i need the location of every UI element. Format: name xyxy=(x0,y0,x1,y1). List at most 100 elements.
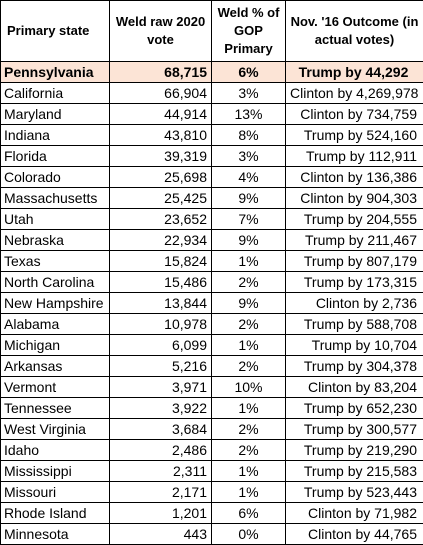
state-cell: Mississippi xyxy=(1,461,110,482)
state-cell: Texas xyxy=(1,251,110,272)
weld-percent-cell: 9% xyxy=(212,230,286,251)
state-cell: New Hampshire xyxy=(1,293,110,314)
weld-percent-cell: 3% xyxy=(212,83,286,104)
weld-percent-cell: 1% xyxy=(212,251,286,272)
outcome-cell: Trump by 304,378 xyxy=(286,356,423,377)
outcome-cell: Clinton by 136,386 xyxy=(286,167,423,188)
header-nov-16-outcome: Nov. '16 Outcome (in actual votes) xyxy=(286,1,423,62)
weld-raw-vote-cell: 1,201 xyxy=(110,503,212,524)
state-cell: Vermont xyxy=(1,377,110,398)
weld-raw-vote-cell: 15,824 xyxy=(110,251,212,272)
outcome-cell: Trump by 300,577 xyxy=(286,419,423,440)
state-cell: Arkansas xyxy=(1,356,110,377)
outcome-cell: Trump by 10,704 xyxy=(286,335,423,356)
state-cell: Idaho xyxy=(1,440,110,461)
weld-raw-vote-cell: 43,810 xyxy=(110,125,212,146)
state-cell: Missouri xyxy=(1,482,110,503)
outcome-cell: Trump by 173,315 xyxy=(286,272,423,293)
weld-percent-cell: 3% xyxy=(212,146,286,167)
outcome-cell: Trump by 652,230 xyxy=(286,398,423,419)
weld-raw-vote-cell: 3,971 xyxy=(110,377,212,398)
weld-percent-cell: 4% xyxy=(212,167,286,188)
weld-raw-vote-cell: 13,844 xyxy=(110,293,212,314)
weld-raw-vote-cell: 2,171 xyxy=(110,482,212,503)
weld-percent-cell: 1% xyxy=(212,398,286,419)
state-cell: West Virginia xyxy=(1,419,110,440)
header-weld-percent: Weld % of GOP Primary xyxy=(212,1,286,62)
weld-raw-vote-cell: 2,486 xyxy=(110,440,212,461)
weld-raw-vote-cell: 3,684 xyxy=(110,419,212,440)
weld-percent-cell: 1% xyxy=(212,461,286,482)
table-header: Primary state Weld raw 2020 vote Weld % … xyxy=(1,1,423,62)
outcome-cell: Trump by 807,179 xyxy=(286,251,423,272)
weld-percent-cell: 13% xyxy=(212,104,286,125)
weld-percent-cell: 9% xyxy=(212,188,286,209)
weld-percent-cell: 1% xyxy=(212,335,286,356)
state-cell: Minnesota xyxy=(1,524,110,545)
outcome-cell: Trump by 219,290 xyxy=(286,440,423,461)
state-cell: Florida xyxy=(1,146,110,167)
weld-percent-cell: 2% xyxy=(212,419,286,440)
outcome-cell: Trump by 524,160 xyxy=(286,125,423,146)
outcome-cell: Trump by 204,555 xyxy=(286,209,423,230)
weld-raw-vote-cell: 22,934 xyxy=(110,230,212,251)
outcome-cell: Clinton by 44,765 xyxy=(286,524,423,545)
weld-percent-cell: 8% xyxy=(212,125,286,146)
state-cell: California xyxy=(1,83,110,104)
weld-percent-cell: 6% xyxy=(212,62,286,83)
weld-percent-cell: 6% xyxy=(212,503,286,524)
state-cell: North Carolina xyxy=(1,272,110,293)
weld-percent-cell: 2% xyxy=(212,356,286,377)
outcome-cell: Trump by 215,583 xyxy=(286,461,423,482)
weld-raw-vote-cell: 23,652 xyxy=(110,209,212,230)
weld-percent-cell: 9% xyxy=(212,293,286,314)
state-cell: Indiana xyxy=(1,125,110,146)
outcome-cell: Trump by 523,443 xyxy=(286,482,423,503)
state-cell: Pennsylvania xyxy=(1,62,110,83)
outcome-cell: Trump by 588,708 xyxy=(286,314,423,335)
weld-percent-cell: 2% xyxy=(212,272,286,293)
weld-raw-vote-cell: 6,099 xyxy=(110,335,212,356)
weld-raw-vote-cell: 68,715 xyxy=(110,62,212,83)
weld-percent-cell: 7% xyxy=(212,209,286,230)
weld-raw-vote-cell: 44,914 xyxy=(110,104,212,125)
state-cell: Nebraska xyxy=(1,230,110,251)
header-primary-state: Primary state xyxy=(1,1,110,62)
weld-percent-cell: 1% xyxy=(212,482,286,503)
weld-percent-cell: 0% xyxy=(212,524,286,545)
weld-raw-vote-cell: 10,978 xyxy=(110,314,212,335)
header-row: Primary state Weld raw 2020 vote Weld % … xyxy=(1,1,423,62)
weld-raw-vote-cell: 3,922 xyxy=(110,398,212,419)
weld-percent-cell: 10% xyxy=(212,377,286,398)
weld-raw-vote-cell: 5,216 xyxy=(110,356,212,377)
weld-raw-vote-cell: 66,904 xyxy=(110,83,212,104)
state-cell: Tennessee xyxy=(1,398,110,419)
state-cell: Massachusetts xyxy=(1,188,110,209)
outcome-cell: Trump by 211,467 xyxy=(286,230,423,251)
state-cell: Rhode Island xyxy=(1,503,110,524)
outcome-cell: Clinton by 83,204 xyxy=(286,377,423,398)
outcome-cell: Trump by 44,292 xyxy=(286,62,423,83)
weld-percent-cell: 2% xyxy=(212,440,286,461)
state-cell: Michigan xyxy=(1,335,110,356)
